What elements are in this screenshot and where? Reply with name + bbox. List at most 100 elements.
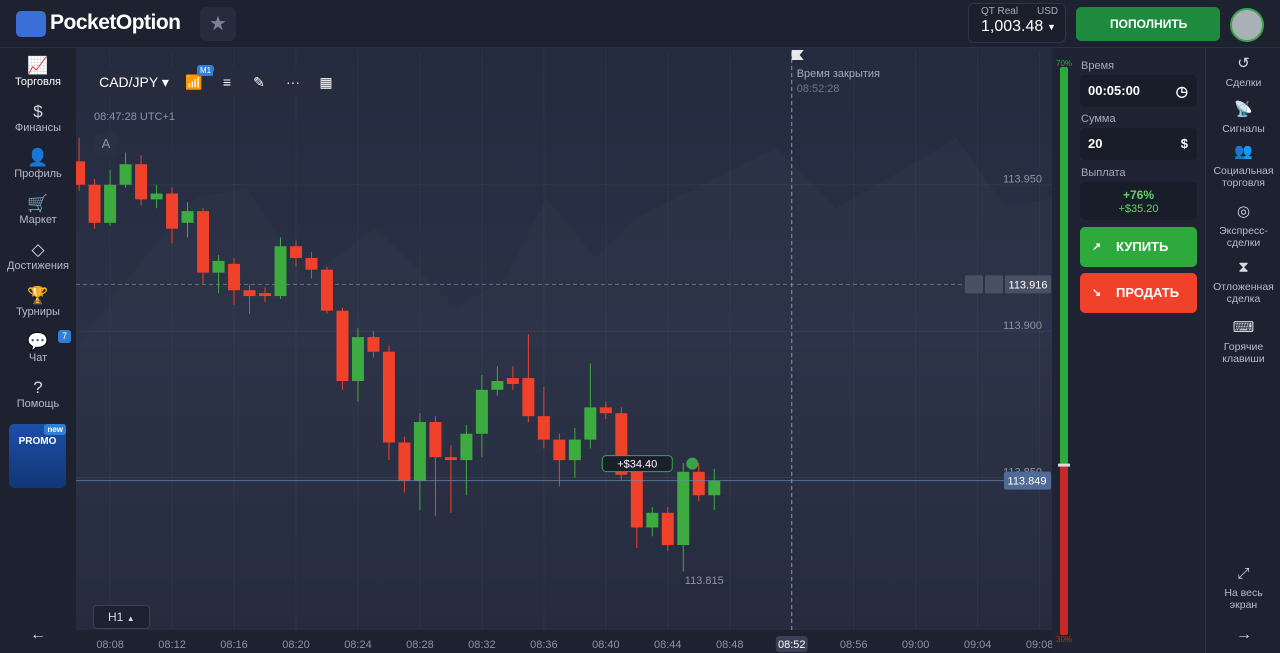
bell-icon-box	[985, 275, 1003, 294]
pair-selector[interactable]: CAD/JPY ▾	[93, 68, 175, 96]
candle-body	[336, 310, 349, 382]
x-tick-label: 08:08	[96, 639, 124, 651]
nav-item[interactable]: 🛒 Маркет	[0, 194, 76, 226]
brand[interactable]: PocketOption	[50, 11, 181, 34]
side-item[interactable]: ⌨ Горячие клавиши	[1210, 320, 1277, 365]
side-item[interactable]: ⤢ На весь экран	[1210, 566, 1277, 611]
side-label: Сигналы	[1222, 123, 1265, 135]
close-flag	[791, 50, 804, 60]
nav-icon: 🏆	[27, 286, 49, 305]
x-tick-label: 09:08	[1026, 639, 1052, 651]
x-tick-label: 08:24	[344, 639, 372, 651]
nav-icon: 📈	[27, 56, 49, 75]
nav-item[interactable]: ? Помощь	[0, 378, 76, 410]
marked-price-label: 113.916	[1009, 279, 1048, 291]
y-tick-label: 113.950	[1003, 174, 1042, 186]
promo-banner[interactable]: PROMO new	[9, 424, 66, 488]
side-item[interactable]: ⧗ Отложенная сделка	[1210, 260, 1277, 305]
candle-body	[677, 471, 690, 546]
candle-body	[491, 381, 504, 390]
buy-label: КУПИТЬ	[1116, 239, 1169, 254]
trade-panel: Время 00:05:00 ◷ Сумма 20 $ Выплата +76% +…	[1072, 48, 1205, 653]
deposit-button[interactable]: ПОПОЛНИТЬ СЧЕТ	[1076, 7, 1220, 65]
buy-button[interactable]: ↗ КУПИТЬ	[1080, 227, 1197, 267]
account-type: QT Real	[981, 6, 1019, 17]
nav-icon: ◇	[31, 240, 45, 259]
side-label: Отложенная сделка	[1213, 281, 1274, 305]
currency: USD	[1037, 6, 1059, 17]
nav-icon: 💬	[27, 332, 49, 351]
x-tick-label: 08:32	[468, 639, 496, 651]
candle-body	[646, 512, 659, 528]
y-tick-label: 113.900	[1003, 320, 1042, 332]
payout-label: Выплата	[1081, 167, 1126, 179]
nav-item[interactable]: 💬 Чат 7	[0, 330, 76, 364]
nav-icon: ?	[33, 378, 43, 397]
nav-label: Достижения	[6, 260, 70, 272]
trade-badge	[601, 455, 673, 473]
candle-body	[135, 164, 148, 200]
low-price-label: 113.815	[685, 575, 724, 587]
candle-body	[166, 193, 179, 229]
candle-body	[708, 480, 721, 496]
sell-label: ПРОДАТЬ	[1116, 285, 1180, 300]
x-tick-label: 08:48	[716, 639, 744, 651]
candle-body	[398, 442, 411, 481]
account-selector[interactable]: QT Real USD 1,003.48 ▼	[968, 3, 1066, 43]
nav-label: Финансы	[14, 122, 62, 134]
sentiment-label: 70%	[1056, 59, 1072, 68]
pair: CAD/JPY	[99, 74, 158, 90]
nav-item[interactable]: 👤 Профиль	[0, 148, 76, 180]
side-item[interactable]: ↺ Сделки	[1210, 56, 1277, 89]
sell-button[interactable]: ↘ ПРОДАТЬ	[1080, 273, 1197, 313]
timeframe-badge: M1	[197, 65, 215, 76]
nav-badge: 7	[58, 330, 71, 343]
side-label: Экспресс-сделки	[1219, 225, 1268, 249]
x-tick-label: 08:44	[654, 639, 682, 651]
candle-body	[568, 439, 581, 461]
nav-item[interactable]: 📈 Торговля	[0, 56, 76, 88]
side-item[interactable]: ◎ Экспресс-сделки	[1210, 204, 1277, 249]
more-button[interactable]: ···	[279, 68, 307, 96]
indicator-label[interactable]: A	[94, 133, 118, 155]
candle-body	[506, 378, 519, 384]
candle-body	[289, 246, 302, 258]
collapse-button[interactable]: ←	[30, 626, 46, 643]
favorites-button[interactable]: ★	[200, 7, 236, 41]
nav-label: Профиль	[14, 168, 62, 180]
side-item[interactable]: 📡 Сигналы	[1210, 102, 1277, 135]
chart-timeframe-label: H1	[108, 610, 124, 624]
nav-label: Помощь	[16, 398, 60, 410]
nav-item[interactable]: ◇ Достижения	[0, 240, 76, 272]
amount-input[interactable]: 20 $	[1080, 128, 1197, 160]
nav-icon: 🛒	[27, 194, 49, 213]
time-input[interactable]: 00:05:00 ◷	[1080, 75, 1197, 107]
header: PocketOption ★ QT Real USD 1,003.48 ▼ ПО…	[0, 0, 1280, 65]
nav-label: Турниры	[16, 306, 60, 318]
settings-button[interactable]: ≡	[213, 68, 241, 96]
sentiment-segment	[1060, 67, 1068, 465]
time-label: Время	[1081, 60, 1115, 72]
expand-button[interactable]: →	[1236, 626, 1252, 643]
nav-item[interactable]: 🏆 Турниры	[0, 286, 76, 318]
side-item[interactable]: 👥 Социальная торговля	[1210, 144, 1277, 189]
payout-box: +76% +$35.20	[1080, 182, 1197, 220]
alert-icon-box	[965, 275, 983, 294]
layout-button[interactable]: ▦	[312, 68, 340, 96]
avatar[interactable]	[1230, 8, 1264, 42]
amount-label: Сумма	[1081, 113, 1116, 125]
draw-button[interactable]: ✎	[245, 68, 273, 96]
chart-timeframe[interactable]: H1 ▲	[93, 605, 150, 629]
sentiment-bar: 70% 30%	[1056, 59, 1072, 644]
candle-body	[630, 471, 643, 528]
candle-body	[320, 269, 333, 311]
sentiment-segment	[1060, 464, 1068, 635]
right-sidebar: ↺ Сделки 📡 Сигналы 👥 Социальная торговля ◎ Эксп…	[1205, 48, 1280, 653]
nav-item[interactable]: $ Финансы	[0, 102, 76, 134]
candle-body	[119, 164, 132, 185]
side-label: На весь экран	[1224, 587, 1263, 611]
candle-body	[76, 161, 86, 185]
candle-body	[661, 512, 674, 546]
x-tick-label: 08:36	[530, 639, 558, 651]
logo[interactable]	[16, 11, 46, 37]
